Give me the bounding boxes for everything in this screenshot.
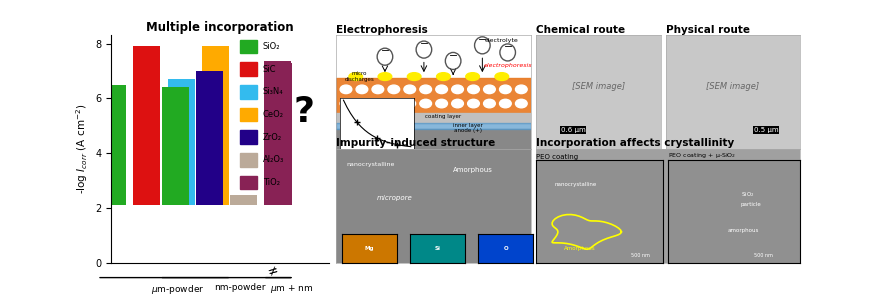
Text: SiO₂: SiO₂ <box>263 42 280 51</box>
Text: SiC: SiC <box>263 65 276 73</box>
Text: TiO₂: TiO₂ <box>263 178 280 187</box>
Bar <box>168 79 195 205</box>
Bar <box>202 46 229 205</box>
Text: ?: ? <box>294 95 315 129</box>
Bar <box>162 87 188 205</box>
Bar <box>240 40 257 53</box>
Bar <box>240 153 257 167</box>
Text: nm-powder: nm-powder <box>214 283 266 292</box>
Bar <box>240 176 257 189</box>
Title: Multiple incorporation: Multiple incorporation <box>147 21 294 34</box>
Bar <box>264 61 292 205</box>
Bar <box>100 85 126 205</box>
Bar <box>240 130 257 144</box>
Bar <box>230 196 257 205</box>
Y-axis label: -log $I_{corr}$ (A cm$^{-2}$): -log $I_{corr}$ (A cm$^{-2}$) <box>74 104 90 194</box>
Text: CeO₂: CeO₂ <box>263 110 284 119</box>
Bar <box>240 85 257 99</box>
Bar <box>240 62 257 76</box>
Bar <box>196 71 223 205</box>
Text: Al₂O₃: Al₂O₃ <box>263 155 284 164</box>
Bar <box>265 63 292 205</box>
Text: $\mu$m + nm: $\mu$m + nm <box>270 283 314 295</box>
Text: Si₃N₄: Si₃N₄ <box>263 87 284 96</box>
Text: ZrO₂: ZrO₂ <box>263 133 282 142</box>
Text: $\neq$: $\neq$ <box>264 264 280 280</box>
Bar <box>240 108 257 121</box>
Bar <box>133 46 161 205</box>
Text: $\mu$m-powder: $\mu$m-powder <box>151 283 204 295</box>
